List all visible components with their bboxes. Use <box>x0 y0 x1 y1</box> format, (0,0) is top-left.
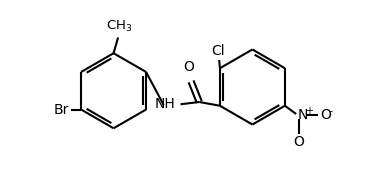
Text: O: O <box>320 108 331 122</box>
Text: N: N <box>297 108 308 122</box>
Text: -: - <box>328 106 332 116</box>
Text: O: O <box>184 60 195 74</box>
Text: +: + <box>305 106 313 116</box>
Text: NH: NH <box>154 97 175 111</box>
Text: O: O <box>294 135 304 149</box>
Text: Br: Br <box>53 102 69 116</box>
Text: CH$_3$: CH$_3$ <box>106 19 132 34</box>
Text: Cl: Cl <box>211 44 225 58</box>
